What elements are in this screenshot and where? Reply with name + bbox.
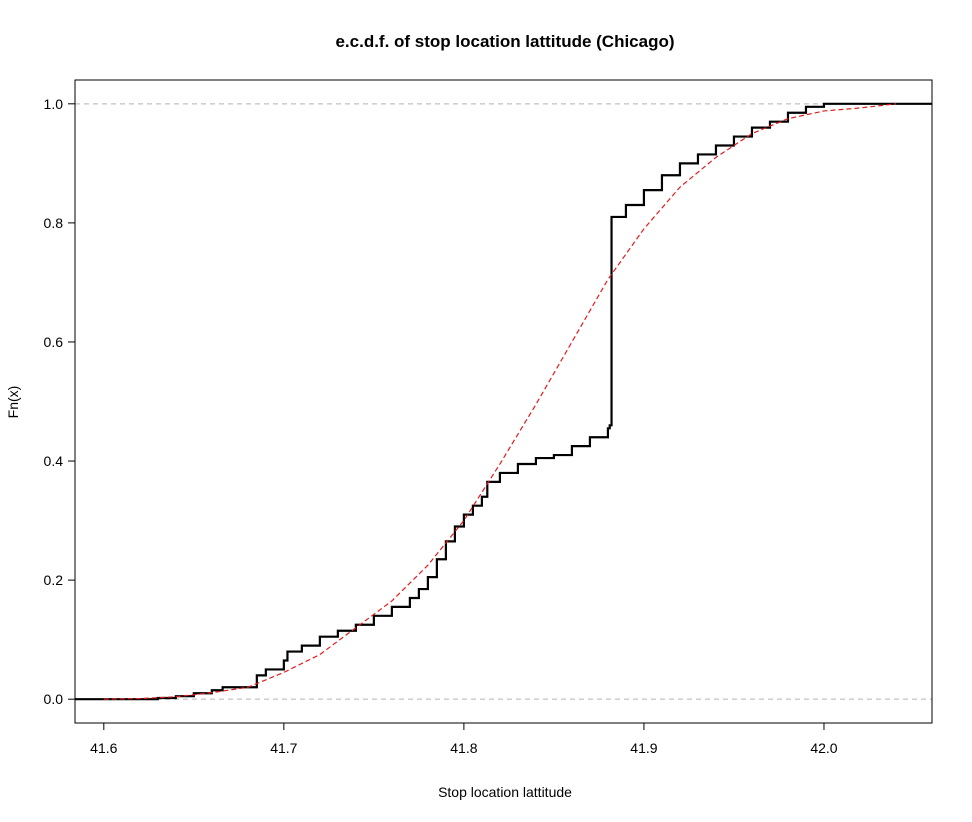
reference-lines [75,103,932,700]
y-axis: 0.0 0.2 0.4 0.6 0.8 1.0 [44,96,75,707]
x-axis-label: Stop location lattitude [438,784,572,800]
x-tick-label: 41.6 [90,740,117,756]
plot-frame [74,79,933,724]
y-tick-label: 0.8 [44,215,64,231]
x-axis: 41.6 41.7 41.8 41.9 42.0 [90,723,838,756]
normal-fit-curve [103,103,897,700]
y-tick-label: 0.4 [44,453,64,469]
y-tick-label: 0.6 [44,334,64,350]
y-tick-label: 1.0 [44,96,64,112]
ecdf-step-line [75,102,932,701]
x-tick-label: 42.0 [810,740,837,756]
y-tick-label: 0.2 [44,572,64,588]
y-tick-label: 0.0 [44,691,64,707]
x-tick-label: 41.7 [270,740,297,756]
x-tick-label: 41.8 [450,740,477,756]
y-axis-label: Fn(x) [5,386,21,419]
series-layer [75,102,932,701]
x-tick-label: 41.9 [630,740,657,756]
chart-title: e.c.d.f. of stop location lattitude (Chi… [335,32,674,51]
